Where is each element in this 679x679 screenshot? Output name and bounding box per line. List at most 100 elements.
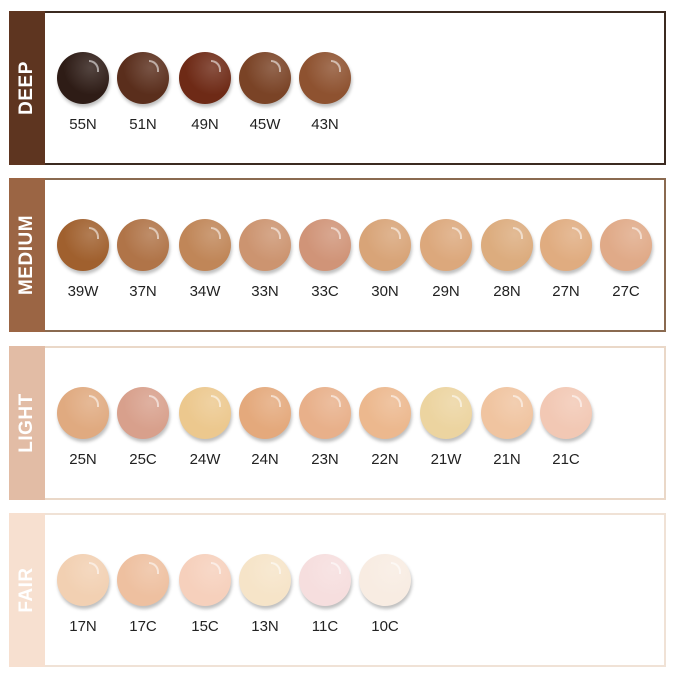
group-label: FAIR xyxy=(16,567,37,613)
shade-code: 17C xyxy=(129,618,157,635)
shade-swatch[interactable]: 17N xyxy=(56,554,110,635)
shade-color-dot xyxy=(420,387,472,439)
shade-swatch[interactable]: 37N xyxy=(116,219,170,300)
shade-swatch[interactable]: 55N xyxy=(56,52,110,133)
shade-code: 33N xyxy=(251,283,279,300)
group-label-bar: LIGHT xyxy=(9,346,45,500)
shade-swatch[interactable]: 51N xyxy=(116,52,170,133)
shade-swatch[interactable]: 34W xyxy=(178,219,232,300)
shade-swatch[interactable]: 27C xyxy=(599,219,653,300)
shade-code: 45W xyxy=(249,116,281,133)
shade-code: 49N xyxy=(191,116,219,133)
shade-code: 21C xyxy=(552,451,580,468)
shade-color-dot xyxy=(179,554,231,606)
shade-color-dot xyxy=(117,554,169,606)
shade-group-fair: FAIR 17N 17C 15C 13N 11C 10C xyxy=(9,513,666,667)
shade-code: 22N xyxy=(371,451,399,468)
shade-code: 37N xyxy=(129,283,157,300)
shade-swatch[interactable]: 10C xyxy=(358,554,412,635)
shade-swatch[interactable]: 45W xyxy=(238,52,292,133)
shade-swatch[interactable]: 30N xyxy=(358,219,412,300)
shade-code: 23N xyxy=(311,451,339,468)
shade-color-dot xyxy=(239,219,291,271)
shade-swatch[interactable]: 27N xyxy=(539,219,593,300)
shade-swatch[interactable]: 25C xyxy=(116,387,170,468)
group-label-bar: MEDIUM xyxy=(9,178,45,332)
shade-code: 21W xyxy=(430,451,462,468)
shade-color-dot xyxy=(117,52,169,104)
shade-swatch[interactable]: 43N xyxy=(298,52,352,133)
shade-swatch[interactable]: 24W xyxy=(178,387,232,468)
shade-color-dot xyxy=(420,219,472,271)
shade-code: 43N xyxy=(311,116,339,133)
shade-swatch[interactable]: 15C xyxy=(178,554,232,635)
shade-color-dot xyxy=(481,219,533,271)
shade-code: 28N xyxy=(493,283,521,300)
shade-code: 29N xyxy=(432,283,460,300)
shade-code: 39W xyxy=(67,283,99,300)
shade-swatch[interactable]: 17C xyxy=(116,554,170,635)
shade-color-dot xyxy=(239,387,291,439)
shade-color-dot xyxy=(117,219,169,271)
group-label: DEEP xyxy=(16,61,37,115)
shade-swatch[interactable]: 21W xyxy=(419,387,473,468)
shade-code: 55N xyxy=(69,116,97,133)
shade-color-dot xyxy=(239,554,291,606)
shade-code: 15C xyxy=(191,618,219,635)
shade-code: 24N xyxy=(251,451,279,468)
shade-color-dot xyxy=(57,52,109,104)
shade-swatch[interactable]: 23N xyxy=(298,387,352,468)
shade-color-dot xyxy=(179,219,231,271)
shade-swatch[interactable]: 21N xyxy=(480,387,534,468)
shade-swatch[interactable]: 33N xyxy=(238,219,292,300)
shade-color-dot xyxy=(481,387,533,439)
shade-color-dot xyxy=(57,554,109,606)
shade-color-dot xyxy=(359,554,411,606)
shade-color-dot xyxy=(299,554,351,606)
shade-swatch[interactable]: 33C xyxy=(298,219,352,300)
shade-group-light: LIGHT 25N 25C 24W 24N 23N 22N 21W 21N 21C xyxy=(9,346,666,500)
shade-color-dot xyxy=(179,52,231,104)
shade-code: 25C xyxy=(129,451,157,468)
shade-code: 11C xyxy=(311,618,339,635)
shade-code: 33C xyxy=(311,283,339,300)
shade-code: 51N xyxy=(129,116,157,133)
shade-swatch[interactable]: 24N xyxy=(238,387,292,468)
shade-color-dot xyxy=(359,219,411,271)
shade-color-dot xyxy=(359,387,411,439)
shade-code: 30N xyxy=(371,283,399,300)
group-label: LIGHT xyxy=(16,393,37,453)
shade-code: 10C xyxy=(371,618,399,635)
shade-swatch[interactable]: 49N xyxy=(178,52,232,133)
shade-color-dot xyxy=(299,52,351,104)
shade-code: 13N xyxy=(251,618,279,635)
shade-color-dot xyxy=(57,219,109,271)
shade-swatch[interactable]: 39W xyxy=(56,219,110,300)
shade-code: 17N xyxy=(69,618,97,635)
shade-swatch[interactable]: 29N xyxy=(419,219,473,300)
shade-color-dot xyxy=(179,387,231,439)
shade-code: 25N xyxy=(69,451,97,468)
shade-code: 21N xyxy=(493,451,521,468)
shade-swatch[interactable]: 21C xyxy=(539,387,593,468)
shade-swatch[interactable]: 13N xyxy=(238,554,292,635)
shade-code: 27N xyxy=(552,283,580,300)
shade-color-dot xyxy=(57,387,109,439)
shade-swatch[interactable]: 11C xyxy=(298,554,352,635)
shade-group-deep: DEEP 55N 51N 49N 45W 43N xyxy=(9,11,666,165)
shade-color-dot xyxy=(299,219,351,271)
shade-color-dot xyxy=(239,52,291,104)
shade-code: 34W xyxy=(189,283,221,300)
group-label-bar: FAIR xyxy=(9,513,45,667)
shade-color-dot xyxy=(299,387,351,439)
shade-swatch[interactable]: 25N xyxy=(56,387,110,468)
shade-color-dot xyxy=(600,219,652,271)
shade-group-medium: MEDIUM 39W 37N 34W 33N 33C 30N 29N 28N 27N 27C xyxy=(9,178,666,332)
shade-code: 24W xyxy=(189,451,221,468)
shade-color-dot xyxy=(540,387,592,439)
shade-swatch[interactable]: 28N xyxy=(480,219,534,300)
shade-swatch[interactable]: 22N xyxy=(358,387,412,468)
shade-color-dot xyxy=(117,387,169,439)
group-label: MEDIUM xyxy=(16,214,37,296)
group-label-bar: DEEP xyxy=(9,11,45,165)
